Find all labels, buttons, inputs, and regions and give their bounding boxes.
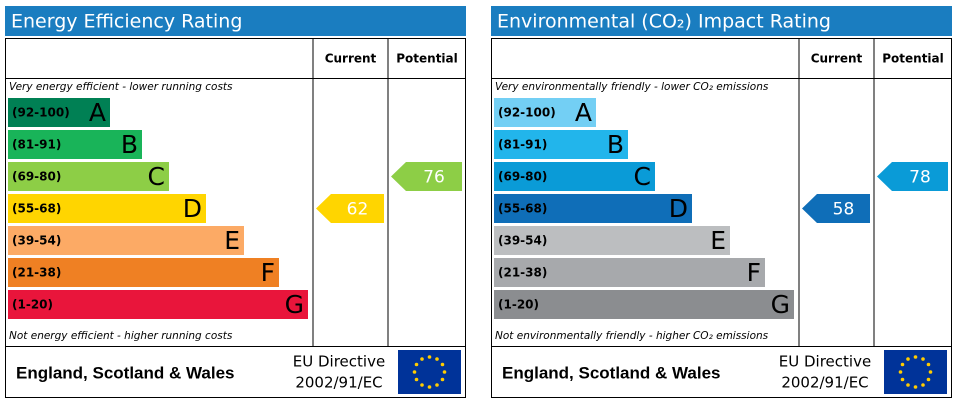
- column-header: Current: [325, 52, 377, 66]
- eu-star: [427, 385, 432, 389]
- band-bar: [494, 258, 765, 287]
- eu-star: [440, 362, 445, 367]
- eu-star: [414, 377, 419, 382]
- footer-region: England, Scotland & Wales: [16, 363, 235, 382]
- note: Very environmentally friendly - lower CO…: [495, 81, 769, 93]
- eu-star: [928, 370, 933, 374]
- note: Not energy efficient - higher running co…: [9, 330, 233, 342]
- rating-value: 58: [833, 200, 855, 220]
- band-bar: [8, 290, 308, 319]
- eu-star: [420, 357, 424, 361]
- band-bar: [8, 226, 244, 255]
- eu-star: [435, 357, 439, 361]
- band-bar: [494, 226, 730, 255]
- eu-star: [414, 362, 419, 367]
- eu-star: [442, 370, 447, 374]
- eu-star: [906, 383, 910, 387]
- band-letter: E: [224, 226, 240, 255]
- band-range: (55-68): [498, 202, 547, 216]
- eu-star: [913, 355, 918, 359]
- eu-star: [921, 383, 925, 387]
- band-bar: [8, 194, 206, 223]
- eu-star: [906, 357, 910, 361]
- rating-arrow: [391, 162, 462, 191]
- footer-directive: 2002/91/EC: [295, 374, 382, 392]
- rating-arrow: [802, 194, 870, 223]
- band-bar: [494, 290, 794, 319]
- title-bar: [5, 6, 466, 36]
- band-range: (39-54): [12, 234, 61, 248]
- band-range: (1-20): [498, 298, 539, 312]
- band-letter: G: [285, 290, 304, 319]
- band-range: (92-100): [12, 106, 70, 120]
- rating-arrow: [877, 162, 948, 191]
- eu-star: [435, 383, 439, 387]
- band-bar: [8, 98, 110, 127]
- band-bar: [494, 98, 596, 127]
- footer-directive: EU Directive: [293, 353, 385, 371]
- band-bar: [8, 130, 142, 159]
- eu-star: [921, 357, 925, 361]
- column-header: Current: [811, 52, 863, 66]
- band-letter: F: [747, 258, 761, 287]
- band-bar: [494, 162, 655, 191]
- band-letter: C: [634, 162, 651, 191]
- band-letter: D: [183, 194, 202, 223]
- eu-star: [440, 377, 445, 382]
- column-header: Potential: [396, 52, 458, 66]
- eu-star: [412, 370, 417, 374]
- band-bar: [8, 162, 169, 191]
- footer-directive: EU Directive: [779, 353, 871, 371]
- eu-star: [427, 355, 432, 359]
- band-letter: F: [261, 258, 275, 287]
- title-bar: [491, 6, 952, 36]
- band-letter: A: [89, 98, 106, 127]
- band-range: (92-100): [498, 106, 556, 120]
- band-letter: A: [575, 98, 592, 127]
- rating-value: 78: [909, 168, 931, 188]
- column-header: Potential: [882, 52, 944, 66]
- band-letter: G: [771, 290, 790, 319]
- panel-title: Environmental (CO₂) Impact Rating: [497, 11, 831, 33]
- band-bar: [494, 130, 628, 159]
- band-bar: [494, 194, 692, 223]
- note: Not environmentally friendly - higher CO…: [495, 330, 769, 342]
- rating-value: 76: [423, 168, 445, 188]
- band-range: (1-20): [12, 298, 53, 312]
- band-letter: E: [710, 226, 726, 255]
- eu-star: [926, 362, 931, 367]
- footer-region: England, Scotland & Wales: [502, 363, 721, 382]
- eu-star: [926, 377, 931, 382]
- band-range: (39-54): [498, 234, 547, 248]
- band-letter: D: [669, 194, 688, 223]
- note: Very energy efficient - lower running co…: [9, 81, 233, 93]
- band-letter: C: [148, 162, 165, 191]
- eu-star: [420, 383, 424, 387]
- band-range: (81-91): [12, 138, 61, 152]
- frame: [5, 38, 466, 398]
- band-letter: B: [607, 130, 624, 159]
- band-range: (21-38): [12, 266, 61, 280]
- eu-star: [898, 370, 903, 374]
- eu-star: [900, 377, 905, 382]
- band-range: (69-80): [498, 170, 547, 184]
- panel-title: Energy Efficiency Rating: [11, 11, 242, 33]
- frame: [491, 38, 952, 398]
- band-range: (81-91): [498, 138, 547, 152]
- band-range: (21-38): [498, 266, 547, 280]
- rating-arrow: [316, 194, 384, 223]
- rating-value: 62: [347, 200, 369, 220]
- band-range: (69-80): [12, 170, 61, 184]
- band-letter: B: [121, 130, 138, 159]
- eu-star: [913, 385, 918, 389]
- eu-star: [900, 362, 905, 367]
- footer-directive: 2002/91/EC: [781, 374, 868, 392]
- band-bar: [8, 258, 279, 287]
- band-range: (55-68): [12, 202, 61, 216]
